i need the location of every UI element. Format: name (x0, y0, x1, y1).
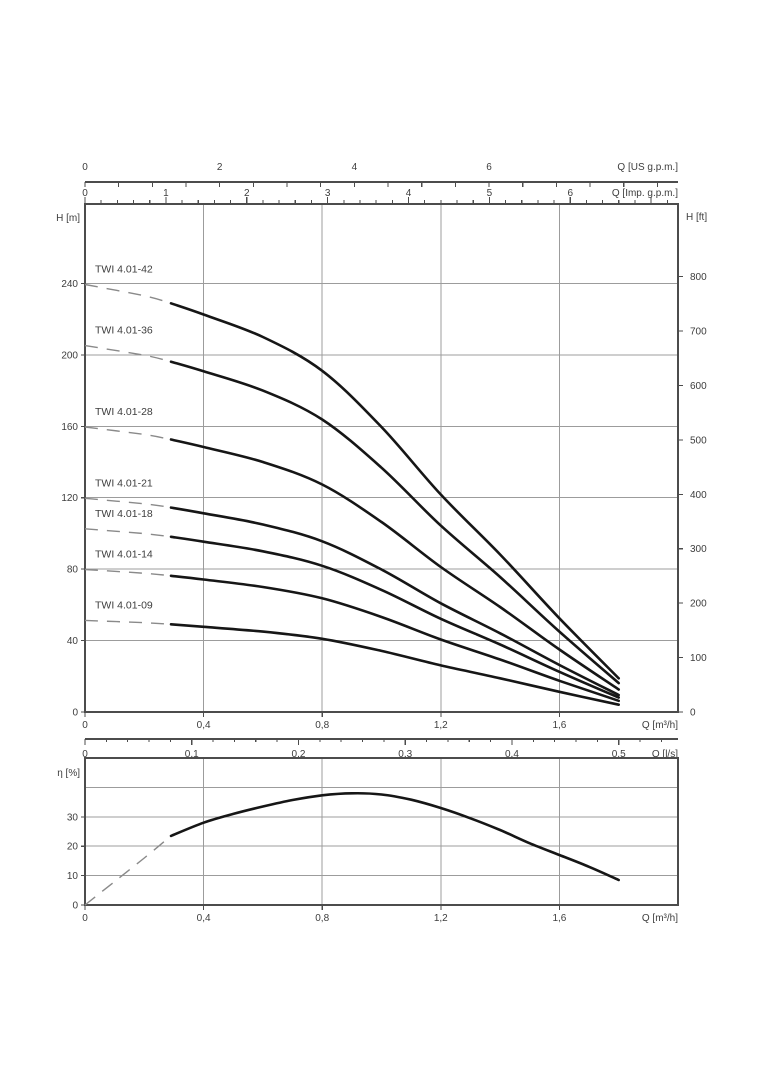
eta-tick-label: 30 (67, 812, 79, 823)
eff-x-tick-label: 0,4 (197, 913, 211, 924)
head-curves: TWI 4.01-42 TWI 4.01-36 TWI 4.01-28 TWI 4.0… (84, 264, 620, 706)
imp-gpm-tick-label: 4 (406, 188, 412, 199)
eff-x-tick-label: 0,8 (315, 913, 329, 924)
us-gpm-tick-label: 4 (352, 162, 358, 173)
eff-x-axis: 0 0,4 0,8 1,2 1,6 Q [m³/h] (82, 905, 678, 924)
eff-x-tick-label: 0 (82, 913, 88, 924)
h-ft-tick-label: 200 (690, 599, 707, 610)
q-ls-tick-label: 0,3 (398, 749, 412, 760)
efficiency-curve-dashed (84, 835, 172, 906)
h-m-tick-label: 120 (61, 493, 78, 504)
eff-chart-grid (85, 758, 678, 905)
curve-label-TWI-4.01-42: TWI 4.01-42 (95, 264, 153, 276)
curve-TWI-4.01-09 (169, 623, 620, 706)
q-ls-tick-label: 0,2 (292, 749, 306, 760)
eta-tick-label: 0 (72, 901, 78, 912)
curve-TWI-4.01-36 (169, 360, 620, 685)
imp-gpm-tick-label: 0 (82, 188, 88, 199)
main-x-tick-label: 0,4 (197, 720, 211, 731)
q-ls-tick-label: 0,1 (185, 749, 199, 760)
eff-chart-border (84, 757, 679, 906)
h-ft-tick-label: 0 (690, 708, 696, 719)
curve-label-TWI-4.01-28: TWI 4.01-28 (95, 406, 153, 418)
main-x-tick-label: 0 (82, 720, 88, 731)
curve-label-TWI-4.01-36: TWI 4.01-36 (95, 325, 153, 337)
curve-TWI-4.01-28 (169, 438, 620, 691)
curve-label-TWI-4.01-21: TWI 4.01-21 (95, 477, 153, 489)
curve-TWI-4.01-21 (169, 506, 620, 697)
q-ls-tick-label: 0,5 (612, 749, 626, 760)
curve-TWI-4.01-42 (169, 302, 620, 680)
h-ft-tick-label: 700 (690, 327, 707, 338)
h-m-tick-label: 0 (72, 708, 78, 719)
us-gpm-tick-label: 0 (82, 162, 88, 173)
eta-axis-title: η [%] (57, 768, 80, 779)
eta-tick-label: 10 (67, 871, 79, 882)
h-m-tick-label: 80 (67, 565, 79, 576)
h-ft-tick-label: 100 (690, 653, 707, 664)
imp-gpm-tick-label: 5 (487, 188, 493, 199)
eff-x-tick-label: 1,2 (434, 913, 448, 924)
imp-gpm-axis-title: Q [Imp. g.p.m.] (612, 188, 678, 199)
q-ls-axis: 0 0,1 0,2 0,3 0,4 0,5 Q [l/s] (82, 738, 678, 760)
h-m-tick-label: 240 (61, 279, 78, 290)
h-ft-tick-label: 300 (690, 544, 707, 555)
h-ft-tick-label: 400 (690, 490, 707, 501)
curve-TWI-4.01-18 (169, 535, 620, 699)
us-gpm-axis: 0 2 4 6 Q [US g.p.m.] (82, 162, 678, 187)
imp-gpm-tick-label: 6 (567, 188, 573, 199)
main-chart-border (84, 203, 679, 713)
curve-label-TWI-4.01-18: TWI 4.01-18 (95, 508, 153, 520)
main-x-axis-title: Q [m³/h] (642, 720, 678, 731)
eff-x-tick-label: 1,6 (552, 913, 566, 924)
q-ls-tick-label: 0,4 (505, 749, 519, 760)
us-gpm-axis-title: Q [US g.p.m.] (617, 162, 678, 173)
curve-label-TWI-4.01-09: TWI 4.01-09 (95, 599, 153, 611)
h-m-axis-title: H [m] (56, 213, 80, 224)
eff-x-axis-title: Q [m³/h] (642, 913, 678, 924)
efficiency-curve-solid (169, 791, 620, 882)
us-gpm-tick-label: 6 (486, 162, 492, 173)
h-m-tick-label: 40 (67, 636, 79, 647)
q-ls-tick-label: 0 (82, 749, 88, 760)
h-ft-tick-label: 600 (690, 381, 707, 392)
q-ls-axis-title: Q [l/s] (652, 749, 678, 760)
curve-TWI-4.01-14 (169, 574, 620, 703)
h-m-tick-label: 200 (61, 350, 78, 361)
efficiency-curve (84, 791, 620, 906)
main-x-tick-label: 1,6 (552, 720, 566, 731)
h-ft-tick-label: 800 (690, 272, 707, 283)
eta-axis: η [%] 0 10 20 30 (57, 768, 85, 912)
h-ft-axis-title: H [ft] (686, 212, 707, 223)
h-ft-axis: H [ft] 0 100 200 300 400 500 600 700 800 (678, 212, 707, 719)
imp-gpm-tick-label: 3 (325, 188, 331, 199)
imp-gpm-tick-label: 1 (163, 188, 169, 199)
h-m-axis: H [m] 0 40 80 120 160 200 240 (56, 213, 85, 719)
h-m-tick-label: 160 (61, 422, 78, 433)
imp-gpm-tick-label: 2 (244, 188, 250, 199)
main-x-axis: 0 0,4 0,8 1,2 1,6 Q [m³/h] (82, 712, 678, 731)
main-x-tick-label: 1,2 (434, 720, 448, 731)
h-ft-tick-label: 500 (690, 435, 707, 446)
curve-label-TWI-4.01-14: TWI 4.01-14 (95, 549, 153, 561)
main-x-tick-label: 0,8 (315, 720, 329, 731)
us-gpm-tick-label: 2 (217, 162, 223, 173)
eta-tick-label: 20 (67, 842, 79, 853)
